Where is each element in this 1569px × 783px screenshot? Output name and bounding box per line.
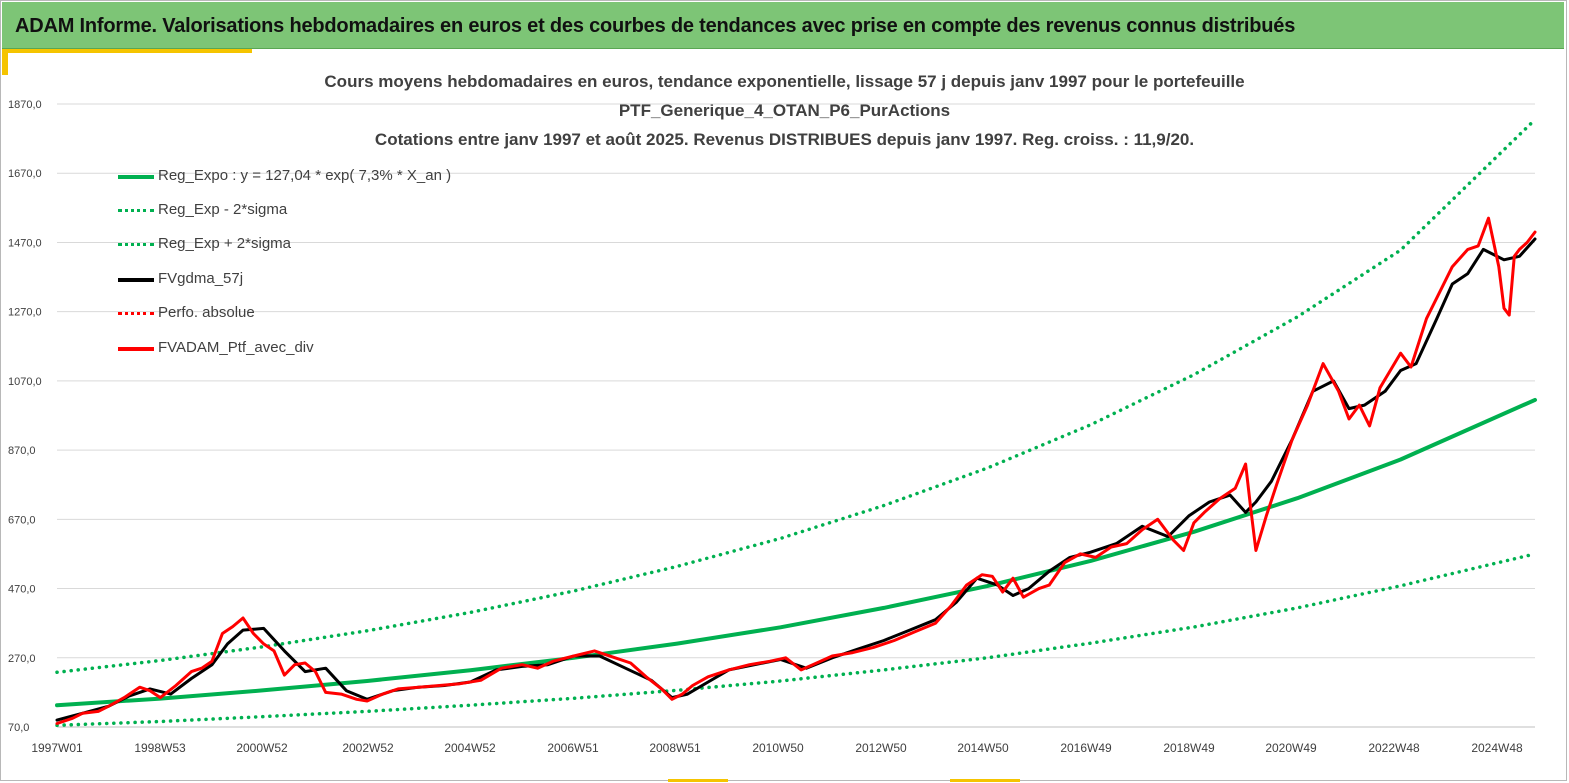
y-tick-label: 270,0 xyxy=(8,653,36,665)
x-tick-label: 2002W52 xyxy=(342,741,394,755)
banner-title: ADAM Informe. Valorisations hebdomadaire… xyxy=(15,15,1296,37)
legend-item-fvgdma: FVgdma_57j xyxy=(118,268,538,290)
y-tick-label: 670,0 xyxy=(8,514,36,526)
y-tick-label: 1070,0 xyxy=(8,376,42,388)
legend-item-fvadam: FVADAM_Ptf_avec_div xyxy=(118,337,538,359)
series-line-1 xyxy=(55,552,1537,728)
legend-swatch-solid-black xyxy=(118,278,154,282)
legend-label-fvadam: FVADAM_Ptf_avec_div xyxy=(158,339,314,356)
x-tick-label: 1997W01 xyxy=(31,741,83,755)
y-tick-label: 1670,0 xyxy=(8,168,42,180)
legend-item-reg-exp-minus: Reg_Exp - 2*sigma xyxy=(118,199,538,221)
header-banner: ADAM Informe. Valorisations hebdomadaire… xyxy=(2,2,1564,49)
legend-swatch-dotted-green xyxy=(118,243,154,246)
accent-bar-top-left xyxy=(2,49,252,53)
axes: 70,0 270,0 470,0 670,0 870,0 1070,0 1270,0 1470… xyxy=(8,99,1535,755)
legend-swatch-solid-green xyxy=(118,175,154,179)
x-tick-label: 2014W50 xyxy=(957,741,1009,755)
y-tick-label: 1470,0 xyxy=(8,237,42,249)
gridlines xyxy=(57,103,1535,728)
y-tick-label: 1270,0 xyxy=(8,307,42,319)
legend-label-fvgdma: FVgdma_57j xyxy=(158,270,244,287)
x-tick-label: 2008W51 xyxy=(649,741,701,755)
x-tick-label: 2020W49 xyxy=(1265,741,1317,755)
series-line-2 xyxy=(55,117,1537,675)
x-tick-label: 2018W49 xyxy=(1163,741,1215,755)
legend-item-perfo-absolue: Perfo. absolue xyxy=(118,302,538,324)
x-tick-label: 2022W48 xyxy=(1368,741,1420,755)
y-tick-label: 70,0 xyxy=(8,722,29,734)
accent-bar-side xyxy=(2,49,8,75)
legend-item-reg-expo: Reg_Expo : y = 127,04 * exp( 7,3% * X_an… xyxy=(118,165,538,187)
chart-title: Cours moyens hebdomadaires en euros, ten… xyxy=(324,72,1245,91)
y-tick-label: 1870,0 xyxy=(8,99,42,111)
series-layer xyxy=(55,117,1537,728)
x-tick-label: 2012W50 xyxy=(855,741,907,755)
x-tick-label: 1998W53 xyxy=(134,741,186,755)
legend-label-reg-expo: Reg_Expo : y = 127,04 * exp( 7,3% * X_an… xyxy=(158,167,452,184)
legend-label-reg-exp-minus: Reg_Exp - 2*sigma xyxy=(158,201,288,218)
y-tick-label: 470,0 xyxy=(8,584,36,596)
x-tick-label: 2000W52 xyxy=(236,741,288,755)
x-tick-label: 2024W48 xyxy=(1471,741,1523,755)
series-line-5 xyxy=(55,216,1537,725)
x-tick-label: 2004W52 xyxy=(444,741,496,755)
legend-item-reg-exp-plus: Reg_Exp + 2*sigma xyxy=(118,233,538,255)
series-line-0 xyxy=(55,397,1537,708)
x-tick-label: 2006W51 xyxy=(547,741,599,755)
chart-subtitle-portfolio: PTF_Generique_4_OTAN_P6_PurActions xyxy=(618,101,951,120)
chart-subtitle-period: Cotations entre janv 1997 et août 2025. … xyxy=(374,130,1195,149)
legend-label-reg-exp-plus: Reg_Exp + 2*sigma xyxy=(158,235,291,252)
legend-label-perfo-absolue: Perfo. absolue xyxy=(158,304,255,321)
accent-bar-bottom-right xyxy=(950,779,1020,782)
accent-bar-bottom-left xyxy=(668,779,728,782)
legend-swatch-dotted-red xyxy=(118,312,154,315)
legend-swatch-solid-red xyxy=(118,347,154,351)
x-tick-label: 2010W50 xyxy=(752,741,804,755)
y-tick-label: 870,0 xyxy=(8,445,36,457)
x-tick-label: 2016W49 xyxy=(1060,741,1112,755)
legend-swatch-dotted-green xyxy=(118,209,154,212)
